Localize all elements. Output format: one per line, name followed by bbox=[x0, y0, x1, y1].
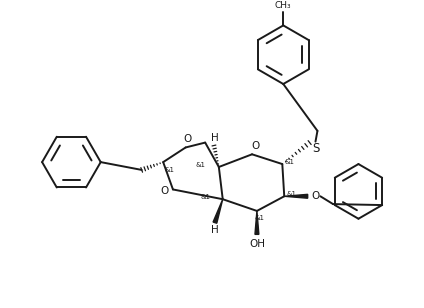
Polygon shape bbox=[255, 211, 259, 234]
Polygon shape bbox=[284, 194, 308, 198]
Text: O: O bbox=[311, 191, 320, 201]
Text: S: S bbox=[312, 142, 319, 155]
Text: &1: &1 bbox=[164, 167, 174, 173]
Text: O: O bbox=[160, 186, 168, 197]
Text: &1: &1 bbox=[255, 215, 265, 221]
Text: &1: &1 bbox=[284, 159, 294, 165]
Text: &1: &1 bbox=[195, 162, 205, 168]
Text: OH: OH bbox=[249, 239, 265, 249]
Polygon shape bbox=[213, 199, 223, 223]
Text: O: O bbox=[184, 134, 192, 144]
Text: H: H bbox=[211, 133, 219, 143]
Text: CH₃: CH₃ bbox=[275, 2, 292, 10]
Text: &1: &1 bbox=[286, 191, 296, 197]
Text: O: O bbox=[252, 140, 260, 151]
Text: H: H bbox=[211, 225, 219, 235]
Text: &1: &1 bbox=[200, 194, 210, 200]
